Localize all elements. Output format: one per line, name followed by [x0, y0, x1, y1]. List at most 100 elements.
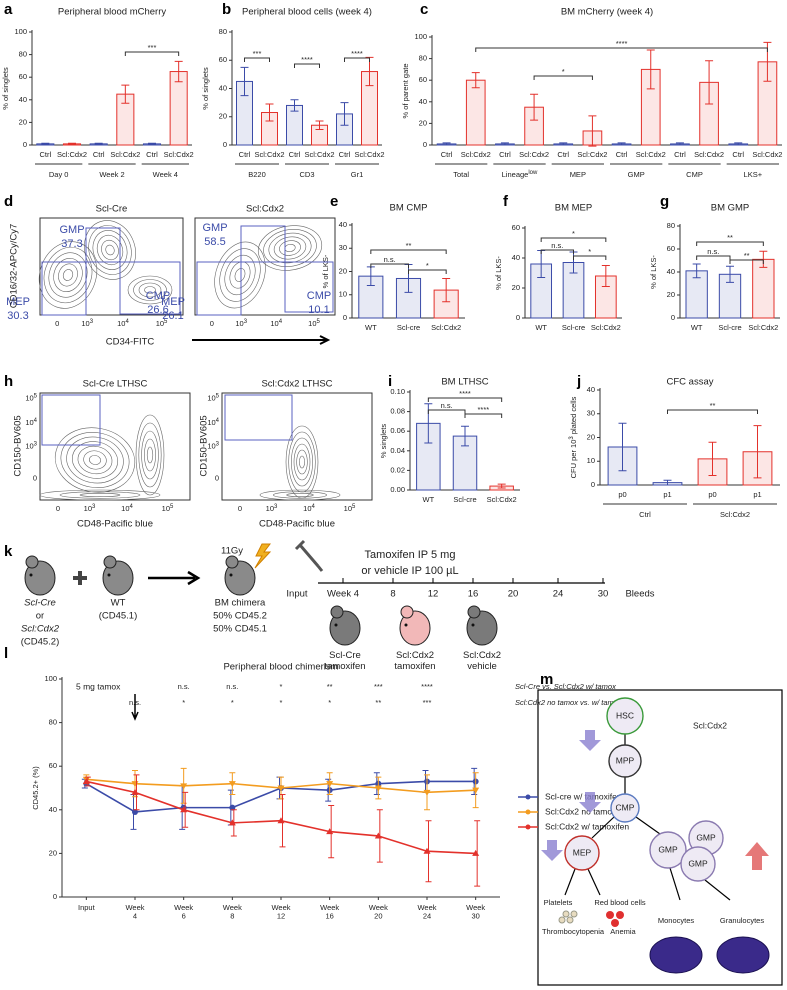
platelet: [566, 916, 574, 924]
y-tick-label: 80: [219, 27, 227, 36]
y-tick-label: 60: [419, 75, 427, 84]
error-bar: [290, 99, 299, 112]
group-label: Week 4: [153, 170, 178, 179]
error-bar: [726, 265, 734, 283]
platelet: [558, 916, 566, 924]
y-tick-label: 80: [49, 718, 57, 727]
x-tick-label: p1: [753, 490, 761, 499]
error-bar: [442, 142, 451, 146]
x-tick-label: 103: [84, 504, 96, 513]
x-tick-label: Scl:Cdx2: [694, 150, 724, 159]
mouse-ear: [25, 555, 39, 569]
group-label: Scl:Cdx2 vehicle: [463, 650, 501, 672]
panel-label: d: [4, 193, 13, 210]
error-bar: [759, 250, 768, 268]
node-label: CMP: [616, 802, 635, 812]
y-tick-label: 30: [587, 409, 595, 418]
text-part: 12: [277, 912, 285, 921]
timeline-label: 30: [598, 589, 609, 600]
gate-name: MEP: [161, 296, 185, 308]
text-part: 10: [266, 504, 274, 513]
significance-label: *: [328, 698, 331, 707]
diagram-title: Scl:Cdx2: [693, 720, 727, 730]
mouse-body: [466, 610, 498, 646]
significance-label: *: [588, 247, 591, 256]
marker: [131, 788, 139, 795]
text-part: 10: [162, 504, 170, 513]
output-label: Red blood cells: [594, 898, 646, 907]
x-tick-label: 105: [344, 504, 356, 513]
y-tick-label: 0: [223, 140, 227, 149]
contour: [58, 263, 78, 287]
cell-node: [564, 835, 600, 871]
error-bar: [708, 441, 717, 476]
down-arrow: [579, 730, 601, 751]
contour: [144, 438, 156, 472]
legend-label: Scl:Cdx2 no tamoxifen: [545, 806, 630, 816]
chimera-label: 50% CD45.1: [213, 624, 267, 635]
arrow: [148, 570, 201, 586]
y-tick-label: 10: [587, 456, 595, 465]
x-tick-label: WT: [691, 323, 703, 332]
text-part: 10: [156, 319, 164, 328]
x-tick-label: 103: [81, 319, 93, 328]
y-tick-label: 40: [49, 805, 57, 814]
text-part: 24: [423, 912, 431, 921]
significance-label: **: [327, 682, 333, 691]
text-part: 10: [270, 319, 278, 328]
text-part: 10: [207, 441, 215, 450]
x-tick-label: Week 24: [417, 903, 436, 921]
error-bar: [497, 483, 506, 489]
donor-label: (CD45.2): [21, 637, 60, 648]
y-tick-label: 20: [339, 266, 347, 275]
contour: [127, 275, 173, 305]
cell-node: [606, 697, 644, 735]
panel-label: h: [4, 373, 13, 390]
marker: [277, 817, 285, 824]
text-part: 10: [25, 418, 33, 427]
error-bar: [753, 425, 762, 479]
contour: [234, 268, 246, 282]
marker: [472, 787, 480, 794]
gate-value: 30.3: [7, 310, 28, 322]
significance-bracket: [124, 51, 180, 56]
x-tick-label: Ctrl: [239, 150, 251, 159]
x-tick-label: Ctrl: [339, 150, 351, 159]
donor-label: or: [36, 611, 44, 622]
contour: [229, 261, 251, 289]
wt-label: (CD45.1): [99, 611, 138, 622]
contour: [263, 229, 317, 267]
x-tick-label: WT: [422, 495, 434, 504]
error-bar: [500, 142, 509, 146]
x-tick-label: Ctrl: [39, 150, 51, 159]
panel-label: a: [4, 1, 13, 18]
marker: [423, 847, 431, 854]
y-tick-label: 20: [667, 290, 675, 299]
text-part: tamoxifen: [324, 660, 365, 671]
gate-value: 58.5: [204, 236, 225, 248]
x-tick-label: Scl-cre: [397, 323, 420, 332]
chart-title: Peripheral blood mCherry: [58, 7, 166, 18]
marker: [374, 832, 382, 839]
y-tick-label: 80: [19, 50, 27, 59]
gate-name: CMP: [307, 290, 331, 302]
significance-label: *: [280, 682, 283, 691]
text-part: 4: [133, 912, 137, 921]
timeline-label: 20: [508, 589, 519, 600]
x-tick-label: 103: [235, 319, 247, 328]
group-label: Scl:Cdx2: [720, 510, 750, 519]
x-tick-label: Scl:Cdx2: [431, 323, 461, 332]
significance-label: **: [375, 698, 381, 707]
contour: [62, 269, 74, 281]
contour: [293, 443, 311, 481]
x-tick-label: 0: [210, 319, 214, 328]
text-part: Week: [271, 903, 290, 912]
x-axis-label: CD48-Pacific blue: [77, 519, 153, 530]
red-cell: [611, 919, 619, 927]
contour: [144, 286, 156, 294]
text-part: 5: [170, 504, 174, 510]
group-label: MEP: [570, 170, 586, 179]
x-tick-label: Ctrl: [499, 150, 511, 159]
chart-title: BM LTHSC: [441, 377, 488, 388]
